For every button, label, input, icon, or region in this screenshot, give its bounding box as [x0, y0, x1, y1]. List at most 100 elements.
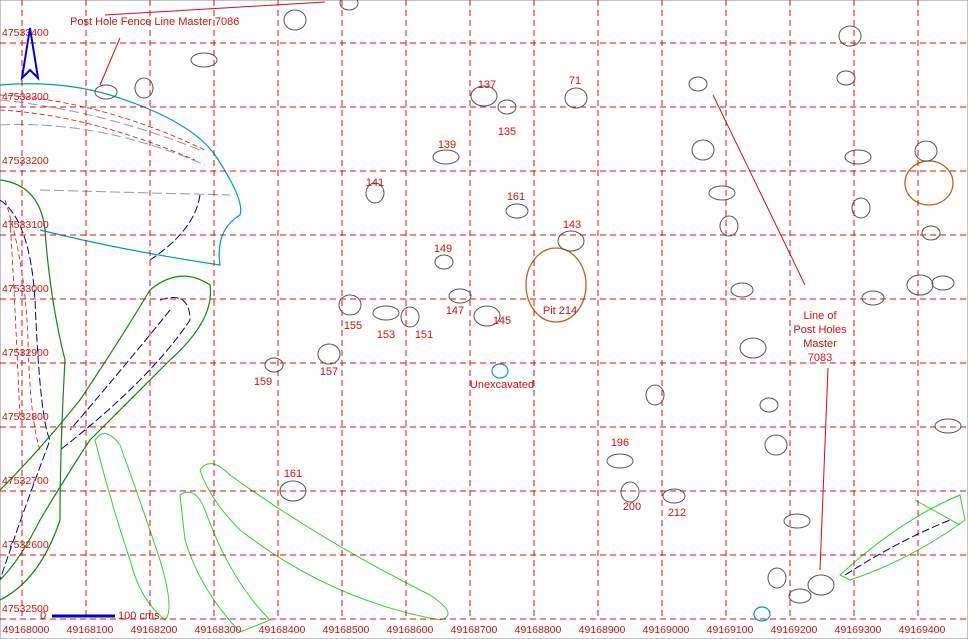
post-hole — [134, 77, 154, 99]
feature-label: 71 — [569, 75, 581, 87]
post-hole — [339, 0, 359, 11]
x-coordinate: 49168900 — [579, 624, 626, 636]
post-hole — [317, 343, 341, 365]
post-hole — [564, 87, 588, 109]
y-coordinate: 47532500 — [2, 603, 49, 615]
y-coordinate: 47532700 — [2, 475, 49, 487]
annotation: Master — [803, 338, 837, 350]
outline — [0, 275, 212, 581]
outline — [0, 179, 66, 601]
x-coordinate: 49168800 — [515, 624, 562, 636]
post-hole — [505, 203, 529, 219]
feature-label: 161 — [507, 191, 525, 203]
post-hole — [739, 337, 767, 359]
post-hole — [279, 480, 307, 502]
post-hole — [708, 185, 736, 201]
post-hole — [645, 384, 665, 406]
post-hole — [691, 139, 715, 161]
post-hole — [914, 140, 938, 162]
y-coordinate: 47532600 — [2, 539, 49, 551]
post-hole — [365, 182, 385, 204]
outline — [0, 83, 242, 266]
features-layer — [0, 83, 966, 633]
post-hole — [844, 149, 872, 165]
feature-label: 137 — [478, 79, 496, 91]
feature-label: 141 — [366, 177, 384, 189]
post-hole — [497, 99, 517, 115]
feature-label: 200 — [623, 501, 641, 513]
post-hole — [921, 225, 941, 241]
annotation: Line of — [803, 310, 837, 322]
outline — [4, 199, 41, 451]
feature-label: 196 — [611, 437, 629, 449]
outline — [0, 94, 206, 161]
post-hole — [764, 434, 788, 456]
post-hole — [473, 305, 501, 327]
x-coordinate: 49168300 — [195, 624, 242, 636]
x-coordinate: 49168700 — [451, 624, 498, 636]
post-hole — [788, 588, 812, 604]
post-hole — [662, 488, 686, 504]
feature-label: Pit 214 — [543, 305, 577, 317]
post-hole — [264, 357, 284, 373]
x-coordinate: 49169400 — [899, 624, 946, 636]
post-hole — [759, 397, 779, 413]
scale-label: 0 — [40, 610, 46, 622]
y-coordinate: 47533000 — [2, 283, 49, 295]
post-hole — [448, 288, 472, 304]
post-hole — [620, 481, 640, 503]
x-coordinate: 49169300 — [835, 624, 882, 636]
post-hole — [767, 567, 787, 589]
outline — [844, 519, 951, 576]
post-hole — [688, 76, 708, 92]
grid — [0, 0, 968, 620]
pointer — [99, 37, 121, 86]
pointer — [104, 1, 326, 16]
post-hole — [606, 453, 634, 469]
outline — [0, 194, 201, 581]
post-hole — [432, 149, 460, 165]
feature-label: 145 — [493, 315, 511, 327]
pit — [525, 247, 587, 323]
post-hole — [557, 230, 585, 252]
feature-label: 159 — [254, 376, 272, 388]
annotation: Post Hole Fence Line Master 7086 — [70, 16, 239, 28]
feature-label: 139 — [438, 139, 456, 151]
post-hole — [753, 606, 771, 622]
post-hole — [861, 290, 885, 306]
feature-label: 135 — [498, 126, 516, 138]
y-coordinate: 47532800 — [2, 411, 49, 423]
feature-label: 147 — [446, 305, 464, 317]
post-hole — [434, 254, 454, 270]
post-hole — [934, 418, 962, 434]
feature-label: Unexcavated — [470, 379, 534, 391]
x-coordinate: 49168500 — [323, 624, 370, 636]
feature-label: 161 — [284, 468, 302, 480]
pointer — [819, 367, 829, 571]
annotation: 7083 — [808, 352, 832, 364]
post-hole — [470, 85, 498, 107]
post-hole — [372, 305, 400, 321]
y-coordinate: 47533400 — [2, 27, 49, 39]
north-arrow — [20, 27, 40, 81]
x-coordinate: 49168200 — [131, 624, 178, 636]
outline — [199, 463, 449, 621]
feature-label: 212 — [668, 507, 686, 519]
x-coordinate: 49168400 — [259, 624, 306, 636]
post-hole — [931, 275, 955, 291]
y-coordinate: 47533200 — [2, 155, 49, 167]
post-hole — [400, 306, 420, 328]
post-hole — [338, 294, 362, 316]
y-coordinate: 47533300 — [2, 91, 49, 103]
y-coordinate: 47532900 — [2, 347, 49, 359]
post-hole — [851, 197, 871, 219]
x-coordinate: 49168100 — [67, 624, 114, 636]
feature-label: 157 — [320, 366, 338, 378]
x-coordinate: 49169000 — [643, 624, 690, 636]
outline — [59, 297, 191, 451]
x-coordinate: 49168600 — [387, 624, 434, 636]
feature-label: 151 — [415, 329, 433, 341]
feature-label: 143 — [563, 219, 581, 231]
outline — [94, 433, 170, 621]
